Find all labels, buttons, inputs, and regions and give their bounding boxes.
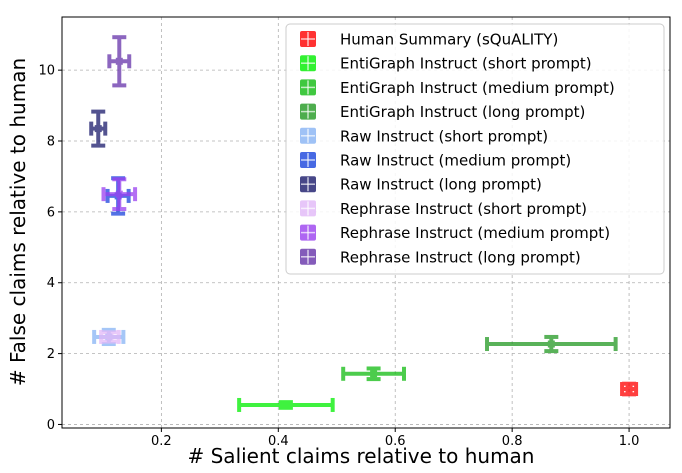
legend-handle xyxy=(300,103,316,120)
legend-handle xyxy=(300,55,316,72)
data-point xyxy=(282,401,290,409)
data-point xyxy=(106,333,114,341)
legend-label: EntiGraph Instruct (short prompt) xyxy=(340,55,592,73)
legend-label: Human Summary (sQuALITY) xyxy=(340,31,558,49)
data-marks xyxy=(89,35,639,412)
legend-handle xyxy=(300,224,316,241)
x-tick-label: 1.0 xyxy=(619,434,640,449)
x-tick-label: 0.8 xyxy=(502,434,523,449)
x-tick-label: 0.4 xyxy=(268,434,289,449)
data-point-errorbar xyxy=(107,35,132,88)
legend-handle xyxy=(300,31,316,47)
y-tick-label: 4 xyxy=(47,276,55,291)
data-point-errorbar xyxy=(620,381,639,397)
data-point-errorbar xyxy=(89,109,108,148)
legend-label: Raw Instruct (medium prompt) xyxy=(340,152,571,170)
data-point-errorbar xyxy=(485,334,618,354)
data-point-errorbar xyxy=(101,177,138,212)
data-point xyxy=(115,57,123,65)
data-point xyxy=(547,340,555,348)
x-tick-label: 0.2 xyxy=(151,434,172,449)
axis-ticks: 0.2 0.4 0.6 0.8 1.0 0 2 4 6 8 10 xyxy=(38,64,639,449)
y-tick-label: 8 xyxy=(47,135,55,150)
legend-label: Raw Instruct (short prompt) xyxy=(340,127,548,145)
data-point-errorbar xyxy=(99,329,121,344)
legend-handle xyxy=(300,200,316,217)
legend-handle xyxy=(300,79,316,96)
legend-handle xyxy=(300,176,316,193)
data-point xyxy=(115,190,123,198)
y-tick-label: 6 xyxy=(47,205,55,220)
plot-frame xyxy=(61,16,671,429)
legend-label: Rephrase Instruct (short prompt) xyxy=(340,200,587,218)
data-point xyxy=(370,370,378,378)
data-point xyxy=(625,385,633,393)
legend-handle xyxy=(300,152,316,168)
data-point xyxy=(94,125,102,133)
legend-label: Raw Instruct (long prompt) xyxy=(340,176,542,194)
data-point-errorbar xyxy=(341,366,406,382)
x-tick-label: 0.6 xyxy=(385,434,406,449)
legend: Human Summary (sQuALITY) EntiGraph Instru… xyxy=(285,23,665,275)
y-tick-label: 2 xyxy=(47,347,55,362)
legend-label: Rephrase Instruct (medium prompt) xyxy=(340,224,610,242)
legend-label: EntiGraph Instruct (medium prompt) xyxy=(340,79,615,97)
legend-label: EntiGraph Instruct (long prompt) xyxy=(340,103,585,121)
legend-label: Rephrase Instruct (long prompt) xyxy=(340,248,581,266)
legend-handle xyxy=(300,248,316,265)
legend-box xyxy=(285,23,665,275)
x-axis-title: # Salient claims relative to human xyxy=(188,444,535,468)
y-tick-label: 10 xyxy=(38,64,55,79)
data-point-errorbar xyxy=(237,397,335,412)
legend-handle xyxy=(300,127,316,144)
y-axis-title: # False claims relative to human xyxy=(6,58,30,386)
y-tick-label: 0 xyxy=(47,418,55,433)
